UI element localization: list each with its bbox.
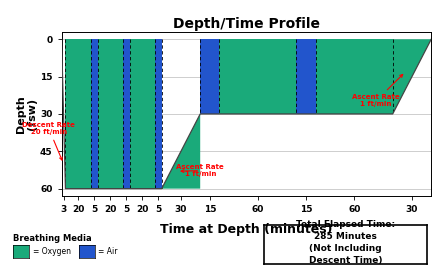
Polygon shape [297, 39, 316, 114]
Polygon shape [130, 39, 155, 189]
Polygon shape [62, 39, 66, 189]
Polygon shape [220, 39, 297, 114]
Text: = Oxygen: = Oxygen [33, 247, 71, 256]
Polygon shape [393, 39, 431, 114]
Text: Breathing Media: Breathing Media [13, 234, 92, 243]
Polygon shape [123, 39, 130, 189]
Polygon shape [91, 39, 98, 189]
Text: Total Elapsed Time:
285 Minutes
(Not Including
Descent Time): Total Elapsed Time: 285 Minutes (Not Inc… [296, 220, 395, 265]
Text: Ascent Rate
1 ft/min: Ascent Rate 1 ft/min [352, 74, 403, 108]
Y-axis label: Depth
(fsw): Depth (fsw) [15, 95, 37, 133]
Text: Time at Depth (minutes): Time at Depth (minutes) [160, 223, 333, 236]
Polygon shape [98, 39, 123, 189]
Text: = Air: = Air [98, 247, 117, 256]
Polygon shape [155, 39, 162, 189]
Polygon shape [66, 39, 91, 189]
Polygon shape [316, 39, 393, 114]
Title: Depth/Time Profile: Depth/Time Profile [173, 17, 320, 31]
Polygon shape [162, 114, 200, 189]
Polygon shape [200, 39, 220, 114]
Text: Ascent Rate
1 ft/min: Ascent Rate 1 ft/min [176, 164, 224, 177]
Text: Descent Rate
20 ft/min: Descent Rate 20 ft/min [22, 122, 75, 160]
